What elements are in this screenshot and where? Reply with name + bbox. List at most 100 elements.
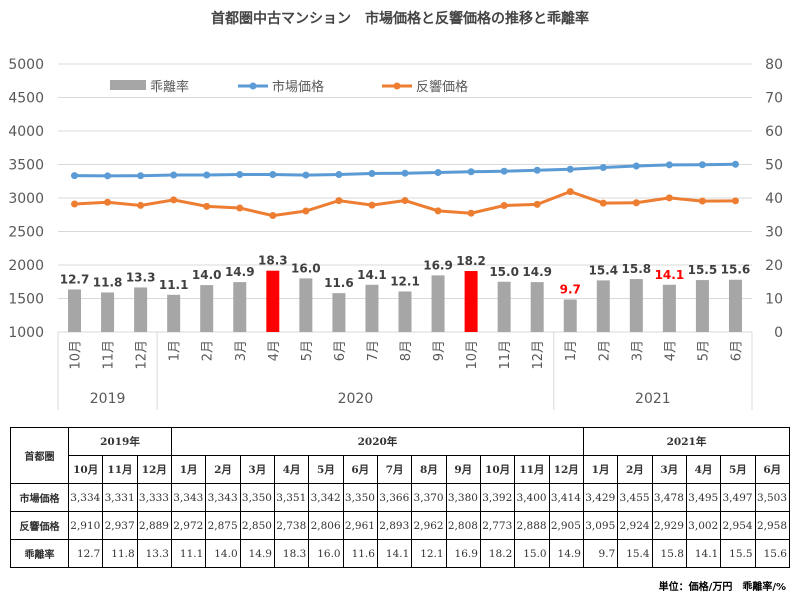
year-header: 2020年 xyxy=(170,427,584,456)
month-header: 1月 xyxy=(582,455,619,484)
x-axis-tick: 6月 xyxy=(729,340,744,361)
month-header: 4月 xyxy=(685,455,722,484)
month-header: 2月 xyxy=(617,455,653,484)
series-point xyxy=(170,171,178,179)
table-cell: 2,958 xyxy=(754,511,791,540)
table-cell: 2,893 xyxy=(376,511,413,540)
bar xyxy=(497,281,511,332)
right-axis-tick: 20 xyxy=(765,258,783,274)
table-cell: 3,350 xyxy=(342,483,378,512)
table-cell: 3,334 xyxy=(67,483,104,512)
series-point xyxy=(368,169,376,177)
table-cell: 18.2 xyxy=(479,539,516,568)
table-cell: 9.7 xyxy=(582,539,619,568)
bar xyxy=(530,282,544,332)
table-cell: 3,392 xyxy=(479,483,516,512)
bar-data-label: 18.2 xyxy=(456,254,486,268)
table-cell: 15.0 xyxy=(514,539,550,568)
series-point xyxy=(632,199,640,207)
table-cell: 2,888 xyxy=(514,511,550,540)
x-axis-tick: 1月 xyxy=(168,340,183,361)
x-axis-tick: 12月 xyxy=(135,340,150,370)
right-axis-tick: 80 xyxy=(765,57,783,73)
month-header: 11月 xyxy=(514,455,550,484)
series-point xyxy=(335,197,343,205)
table-cell: 15.4 xyxy=(617,539,653,568)
legend-swatch xyxy=(110,80,146,90)
x-axis-tick: 11月 xyxy=(102,340,117,370)
bar-data-label: 15.4 xyxy=(588,263,618,277)
table-cell: 2,889 xyxy=(136,511,172,540)
row-label: 市場価格 xyxy=(10,483,69,512)
x-axis-tick: 10月 xyxy=(69,340,84,370)
left-axis-tick: 3000 xyxy=(8,191,44,207)
table-cell: 2,773 xyxy=(479,511,516,540)
series-point xyxy=(500,202,508,210)
table-cell: 12.7 xyxy=(67,539,104,568)
table-cell: 3,350 xyxy=(239,483,275,512)
month-header: 4月 xyxy=(273,455,310,484)
table-cell: 18.3 xyxy=(273,539,310,568)
month-header: 1月 xyxy=(170,455,207,484)
legend-label: 反響価格 xyxy=(416,79,468,95)
table-cell: 3,455 xyxy=(617,483,653,512)
right-axis-tick: 50 xyxy=(765,158,783,174)
year-label: 2019 xyxy=(90,391,126,407)
month-header: 6月 xyxy=(342,455,378,484)
series-point xyxy=(368,201,376,209)
table-cell: 2,972 xyxy=(170,511,207,540)
region-header: 首都圏 xyxy=(10,427,69,484)
x-axis-tick: 2月 xyxy=(597,340,612,361)
x-axis-tick: 3月 xyxy=(630,340,645,361)
table-cell: 3,429 xyxy=(582,483,619,512)
table-cell: 3,342 xyxy=(308,483,344,512)
x-axis-tick: 6月 xyxy=(333,340,348,361)
right-axis-tick: 40 xyxy=(765,191,783,207)
bar xyxy=(629,279,643,332)
bar xyxy=(695,280,709,332)
table-cell: 11.8 xyxy=(102,539,138,568)
unit-note: 単位：価格/万円 乖離率/% xyxy=(658,582,786,593)
series-point xyxy=(104,198,112,206)
bar xyxy=(464,271,478,332)
table-cell: 3,380 xyxy=(445,483,481,512)
series-point xyxy=(269,212,277,220)
month-header: 5月 xyxy=(720,455,756,484)
series-point xyxy=(698,197,706,205)
series-point xyxy=(731,160,739,168)
bar xyxy=(233,282,247,332)
year-label: 2021 xyxy=(635,391,671,407)
table-cell: 2,961 xyxy=(342,511,378,540)
legend-label: 乖離率 xyxy=(150,79,189,95)
left-axis-tick: 3500 xyxy=(8,158,44,174)
bar-data-label: 14.9 xyxy=(522,265,552,279)
table-cell: 3,351 xyxy=(273,483,310,512)
table-cell: 12.1 xyxy=(411,539,447,568)
year-header: 2019年 xyxy=(68,427,172,456)
left-axis-tick: 5000 xyxy=(8,57,44,73)
bar xyxy=(101,292,115,332)
table-cell: 11.1 xyxy=(170,539,207,568)
series-point xyxy=(731,197,739,205)
series-point xyxy=(269,170,277,178)
bar-data-label: 14.0 xyxy=(192,268,222,282)
table-cell: 14.9 xyxy=(239,539,275,568)
bar-data-label: 16.9 xyxy=(423,258,453,272)
month-header: 10月 xyxy=(67,455,104,484)
month-header: 3月 xyxy=(651,455,687,484)
month-header: 2月 xyxy=(205,455,241,484)
legend-marker xyxy=(393,82,401,90)
table-cell: 3,366 xyxy=(376,483,413,512)
series-point xyxy=(533,166,541,174)
bar-data-label: 14.9 xyxy=(225,265,255,279)
right-axis-tick: 70 xyxy=(765,91,783,107)
table-cell: 15.6 xyxy=(754,539,791,568)
right-axis-tick: 30 xyxy=(765,225,783,241)
series-point xyxy=(665,194,673,202)
bar-data-label: 12.7 xyxy=(60,272,90,286)
bar xyxy=(563,299,577,332)
table-cell: 13.3 xyxy=(136,539,172,568)
month-header: 9月 xyxy=(445,455,481,484)
table-cell: 2,929 xyxy=(651,511,687,540)
month-header: 8月 xyxy=(411,455,447,484)
